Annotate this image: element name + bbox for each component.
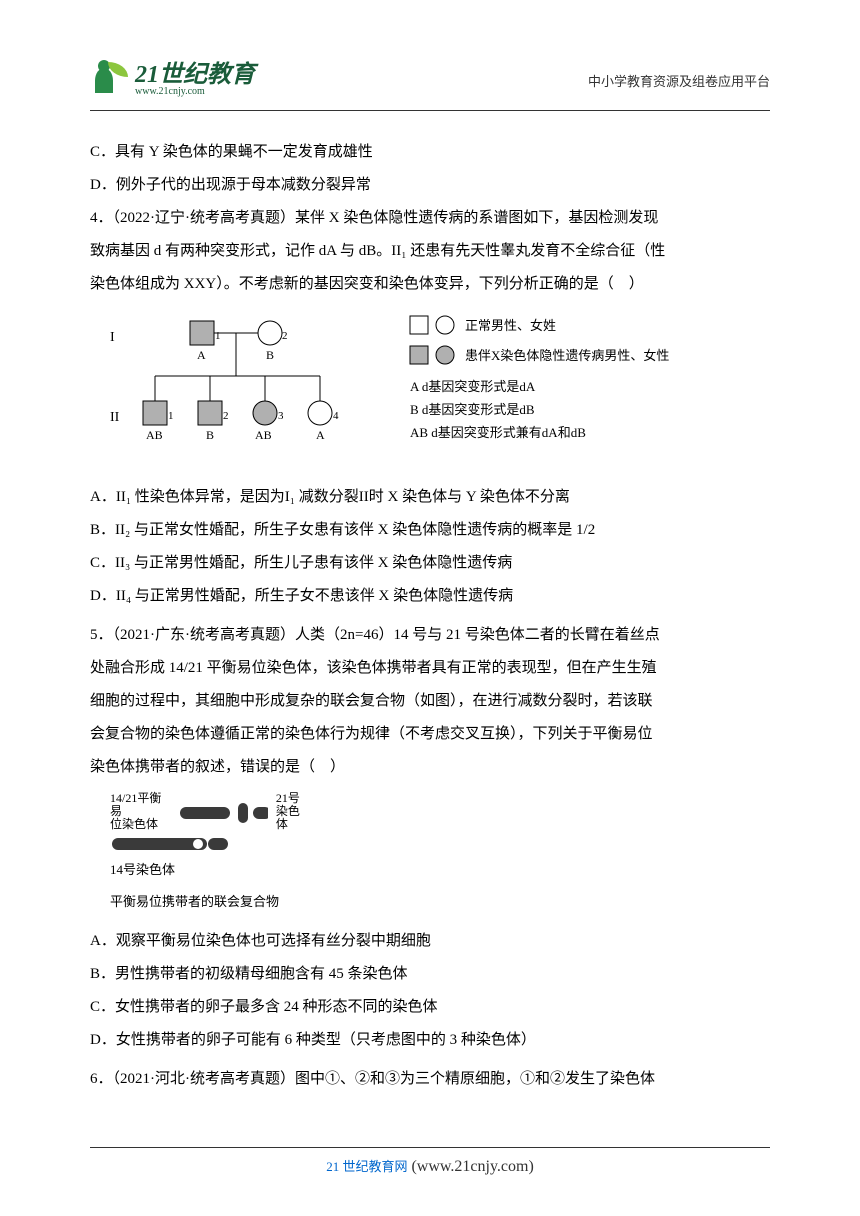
- i2-label: B: [266, 348, 274, 362]
- pedigree-female-normal: [308, 401, 332, 425]
- chr-label-3: 21号: [276, 791, 300, 805]
- pedigree-svg: I II 1 A 2 B 1 AB: [110, 311, 710, 471]
- q4-stem-line: 致病基因 d 有两种突变形式，记作 dA 与 dB。II₁ 还患有先天性睾丸发育…: [90, 235, 770, 268]
- legend-affected: 患伴X染色体隐性遗传病男性、女性: [465, 348, 669, 363]
- q5-option-b: B．男性携带者的初级精母细胞含有 45 条染色体: [90, 958, 770, 991]
- ii1-label: AB: [146, 428, 163, 442]
- ii2-label: B: [206, 428, 214, 442]
- chr-label-5: 14号染色体: [110, 856, 310, 885]
- q5-stem-line: 细胞的过程中，其细胞中形成复杂的联会复合物（如图），在进行减数分裂时，若该联: [90, 685, 770, 718]
- logo: 21世纪教育 www.21cnjy.com: [90, 60, 255, 100]
- chr-label-1: 14/21平衡易: [110, 791, 161, 818]
- ii4-num: 4: [333, 410, 339, 422]
- q5-stem-line: 处融合形成 14/21 平衡易位染色体，该染色体携带者具有正常的表现型，但在产生…: [90, 652, 770, 685]
- q4-stem-line: 4．（2022·辽宁·统考高考真题）某伴 X 染色体隐性遗传病的系谱图如下，基因…: [90, 202, 770, 235]
- legend-circle-empty: [436, 316, 454, 334]
- header-right-text: 中小学教育资源及组卷应用平台: [588, 71, 770, 90]
- pedigree-male-affected: [198, 401, 222, 425]
- q6-stem-line: 6．（2021·河北·统考高考真题）图中①、②和③为三个精原细胞，①和②发生了染…: [90, 1063, 770, 1096]
- q4-option-a: A．II₁ 性染色体异常，是因为I₁ 减数分裂II时 X 染色体与 Y 染色体不…: [90, 481, 770, 514]
- legend-a: A d基因突变形式是dA: [410, 379, 536, 394]
- header-divider: [90, 110, 770, 111]
- option-d: D．例外子代的出现源于母本减数分裂异常: [90, 169, 770, 202]
- ii4-label: A: [316, 428, 325, 442]
- footer-url: (www.21cnjy.com): [411, 1158, 533, 1175]
- chr-caption: 平衡易位携带者的联会复合物: [110, 888, 310, 917]
- logo-icon: [90, 60, 130, 100]
- q5-option-a: A．观察平衡易位染色体也可选择有丝分裂中期细胞: [90, 925, 770, 958]
- question-4: 4．（2022·辽宁·统考高考真题）某伴 X 染色体隐性遗传病的系谱图如下，基因…: [90, 202, 770, 613]
- chr-svg-bottom: [110, 835, 240, 853]
- footer-divider: [90, 1147, 770, 1148]
- chromosome-diagram: 14/21平衡易 位染色体 21号 染色体: [110, 792, 310, 917]
- logo-sub-text: www.21cnjy.com: [135, 87, 255, 97]
- chr-svg-top: [178, 797, 268, 827]
- legend-ab: AB d基因突变形式兼有dA和dB: [410, 425, 586, 440]
- chr-label-4: 染色体: [276, 804, 300, 831]
- pedigree-female-affected: [253, 401, 277, 425]
- logo-main-text: 21世纪教育: [135, 63, 255, 87]
- i1-label: A: [197, 348, 206, 362]
- pedigree-diagram: I II 1 A 2 B 1 AB: [110, 311, 710, 471]
- footer-text: 21 世纪教育网: [326, 1159, 407, 1174]
- i1-num: 1: [215, 330, 221, 342]
- page-header: 21世纪教育 www.21cnjy.com 中小学教育资源及组卷应用平台: [90, 60, 770, 100]
- i2-num: 2: [282, 330, 288, 342]
- document-body: C．具有 Y 染色体的果蝇不一定发育成雄性 D．例外子代的出现源于母本减数分裂异…: [90, 136, 770, 1096]
- option-c: C．具有 Y 染色体的果蝇不一定发育成雄性: [90, 136, 770, 169]
- q5-stem-line: 染色体携带者的叙述，错误的是（ ）: [90, 751, 770, 784]
- q5-option-d: D．女性携带者的卵子可能有 6 种类型（只考虑图中的 3 种染色体）: [90, 1024, 770, 1057]
- gen2-label: II: [110, 410, 120, 425]
- q4-option-d: D．II₄ 与正常男性婚配，所生子女不患该伴 X 染色体隐性遗传病: [90, 580, 770, 613]
- page-footer: 21 世纪教育网 (www.21cnjy.com): [0, 1147, 860, 1176]
- gen1-label: I: [110, 330, 115, 345]
- pedigree-female-normal: [258, 321, 282, 345]
- chr-label-2: 位染色体: [110, 817, 158, 831]
- pedigree-male-affected: [190, 321, 214, 345]
- q5-option-c: C．女性携带者的卵子最多含 24 种形态不同的染色体: [90, 991, 770, 1024]
- question-5: 5．（2021·广东·统考高考真题）人类（2n=46）14 号与 21 号染色体…: [90, 619, 770, 1057]
- legend-square-empty: [410, 316, 428, 334]
- q5-stem-line: 5．（2021·广东·统考高考真题）人类（2n=46）14 号与 21 号染色体…: [90, 619, 770, 652]
- pedigree-male-affected: [143, 401, 167, 425]
- legend-circle-filled: [436, 346, 454, 364]
- ii3-label: AB: [255, 428, 272, 442]
- q4-option-b: B．II₂ 与正常女性婚配，所生子女患有该伴 X 染色体隐性遗传病的概率是 1/…: [90, 514, 770, 547]
- q4-option-c: C．II₃ 与正常男性婚配，所生儿子患有该伴 X 染色体隐性遗传病: [90, 547, 770, 580]
- legend-square-filled: [410, 346, 428, 364]
- legend-b: B d基因突变形式是dB: [410, 402, 535, 417]
- ii3-num: 3: [278, 410, 284, 422]
- legend-normal: 正常男性、女姓: [465, 318, 556, 333]
- ii2-num: 2: [223, 410, 229, 422]
- q5-stem-line: 会复合物的染色体遵循正常的染色体行为规律（不考虑交叉互换），下列关于平衡易位: [90, 718, 770, 751]
- ii1-num: 1: [168, 410, 174, 422]
- q4-stem-line: 染色体组成为 XXY）。不考虑新的基因突变和染色体变异，下列分析正确的是（ ）: [90, 268, 770, 301]
- question-6: 6．（2021·河北·统考高考真题）图中①、②和③为三个精原细胞，①和②发生了染…: [90, 1063, 770, 1096]
